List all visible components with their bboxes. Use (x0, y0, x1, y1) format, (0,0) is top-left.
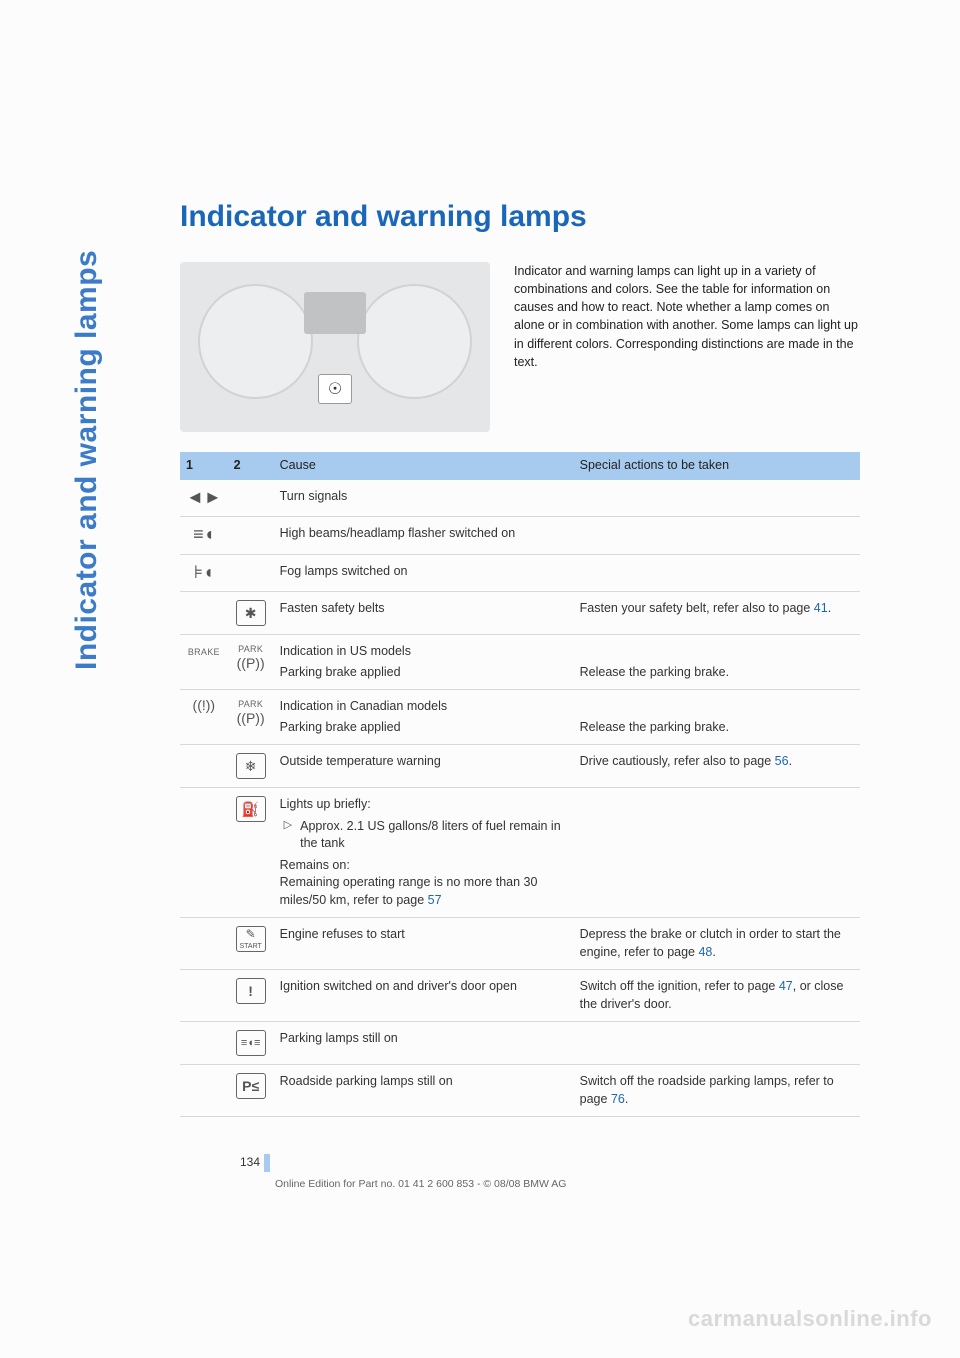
intro-paragraph: Indicator and warning lamps can light up… (514, 262, 860, 432)
action-cell (574, 517, 860, 555)
table-row: ✱ Fasten safety belts Fasten your safety… (180, 592, 860, 635)
cause-cell: Fasten safety belts (274, 592, 574, 635)
table-header-row: 1 2 Cause Special actions to be taken (180, 452, 860, 480)
action-cell: Release the parking brake. (574, 690, 860, 745)
action-cell (574, 1022, 860, 1065)
cause-cell: Indication in Canadian models Parking br… (274, 690, 574, 745)
table-row: ⊧◖ Fog lamps switched on (180, 554, 860, 592)
cause-cell: Ignition switched on and driver's door o… (274, 970, 574, 1022)
action-cell: Switch off the roadside parking lamps, r… (574, 1065, 860, 1117)
park-text-icon: PARK (234, 643, 268, 656)
fog-lamp-icon: ⊧◖ (194, 563, 214, 581)
page-link-57[interactable]: 57 (428, 893, 442, 907)
cause-cell: High beams/headlamp flasher switched on (274, 517, 574, 555)
table-row: ≡◖ High beams/headlamp flasher switched … (180, 517, 860, 555)
table-row: ⛽ Lights up briefly: ▷ Approx. 2.1 US ga… (180, 788, 860, 918)
page-number: 134 (240, 1154, 270, 1172)
table-row: ❄ Outside temperature warning Drive caut… (180, 745, 860, 788)
header-cause: Cause (274, 452, 574, 480)
seatbelt-icon: ✱ (236, 600, 266, 626)
fuel-icon: ⛽ (236, 796, 266, 822)
table-row: P≤ Roadside parking lamps still on Switc… (180, 1065, 860, 1117)
page-link-48[interactable]: 48 (698, 945, 712, 959)
table-row: ◄► Turn signals (180, 480, 860, 517)
brake-text-icon: BRAKE (188, 647, 220, 657)
page-content: Indicator and warning lamps ☉ Indicator … (180, 200, 860, 1117)
table-row: ≡◖≡ Parking lamps still on (180, 1022, 860, 1065)
page-link-41[interactable]: 41 (814, 601, 828, 615)
roadside-parking-icon: P≤ (236, 1073, 266, 1099)
intro-row: ☉ Indicator and warning lamps can light … (180, 262, 860, 432)
action-cell: Drive cautiously, refer also to page 56. (574, 745, 860, 788)
high-beam-icon: ≡◖ (193, 525, 214, 543)
cause-cell: Outside temperature warning (274, 745, 574, 788)
action-cell (574, 480, 860, 517)
turn-signal-icon: ◄► (186, 488, 222, 506)
gauge-left-icon (198, 284, 313, 399)
cluster-display-icon (304, 292, 366, 334)
cause-cell: Turn signals (274, 480, 574, 517)
cause-cell: Engine refuses to start (274, 918, 574, 970)
brake-warning-icon: ((!)) (193, 698, 216, 712)
instrument-cluster-figure: ☉ (180, 262, 490, 432)
header-col-1: 1 (180, 452, 228, 480)
page-title: Indicator and warning lamps (180, 200, 860, 234)
table-row: ✎START Engine refuses to start Depress t… (180, 918, 860, 970)
header-action: Special actions to be taken (574, 452, 860, 480)
park-p-icon: ((P)) (237, 656, 265, 670)
park-p-icon: ((P)) (237, 711, 265, 725)
action-cell: Release the parking brake. (574, 635, 860, 690)
watermark: carmanualsonline.info (688, 1306, 932, 1332)
exclamation-icon: ! (236, 978, 266, 1004)
table-row: ((!)) PARK ((P)) Indication in Canadian … (180, 690, 860, 745)
bullet-icon: ▷ (284, 818, 292, 853)
page-number-bar-icon (264, 1154, 270, 1172)
action-cell: Fasten your safety belt, refer also to p… (574, 592, 860, 635)
page-link-56[interactable]: 56 (775, 754, 789, 768)
parking-lamps-icon: ≡◖≡ (236, 1030, 266, 1056)
start-icon: ✎START (236, 926, 266, 952)
cause-cell: Fog lamps switched on (274, 554, 574, 592)
page-link-47[interactable]: 47 (779, 979, 793, 993)
action-cell: Switch off the ignition, refer to page 4… (574, 970, 860, 1022)
park-text-icon: PARK (234, 698, 268, 711)
page-link-76[interactable]: 76 (611, 1092, 625, 1106)
cause-cell: Lights up briefly: ▷ Approx. 2.1 US gall… (274, 788, 574, 918)
frost-icon: ❄ (236, 753, 266, 779)
cause-cell: Roadside parking lamps still on (274, 1065, 574, 1117)
action-cell: Depress the brake or clutch in order to … (574, 918, 860, 970)
footer-edition: Online Edition for Part no. 01 41 2 600 … (275, 1178, 566, 1190)
cause-cell: Indication in US models Parking brake ap… (274, 635, 574, 690)
action-cell (574, 788, 860, 918)
cause-cell: Parking lamps still on (274, 1022, 574, 1065)
header-col-2: 2 (228, 452, 274, 480)
gauge-right-icon (357, 284, 472, 399)
warning-lamps-table: 1 2 Cause Special actions to be taken ◄►… (180, 452, 860, 1117)
table-row: ! Ignition switched on and driver's door… (180, 970, 860, 1022)
sidebar-section-label: Indicator and warning lamps (70, 250, 104, 670)
cluster-highlight-icon: ☉ (318, 374, 352, 404)
table-row: BRAKE PARK ((P)) Indication in US models… (180, 635, 860, 690)
action-cell (574, 554, 860, 592)
